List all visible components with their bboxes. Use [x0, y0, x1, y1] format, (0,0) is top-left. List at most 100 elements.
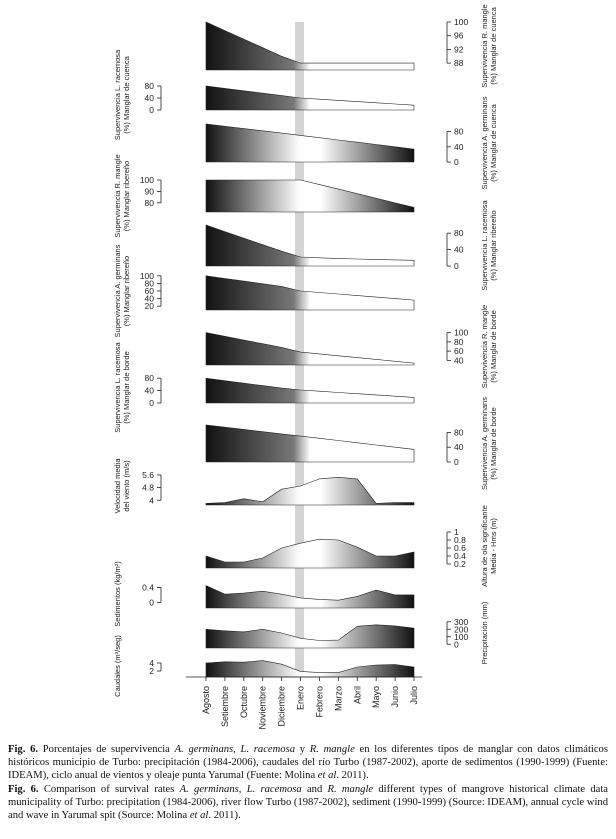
- panel-surv-a-germinans-cuenca: 80 40 0 Supervivencia A. germinans(%) Mangl…: [205, 96, 498, 189]
- y-tick-label-flow-0: 4: [149, 658, 154, 668]
- caption-es-species-2: L. racemosa: [240, 744, 296, 755]
- caption-spanish: Fig. 6. Porcentajes de supervivencia A. …: [8, 743, 608, 783]
- x-tick-label-8: Abril: [352, 686, 362, 704]
- y-tick-label-wave-1: 0.8: [454, 535, 466, 545]
- caption-en-prefix: Fig. 6.: [8, 783, 39, 795]
- panel-surv-l-racemosa-borde: 80 40 0 Supervivencia L. racemosa(%) Mangla…: [113, 341, 415, 433]
- y-tick-label-wave-4: 0.2: [454, 559, 466, 569]
- y-tick-label-sediments-1: 0: [149, 597, 154, 607]
- y-axis-title-line-surv-l-racemosa-ribereno-1: (%) Manglar ribereño: [489, 210, 498, 280]
- y-tick-label-surv-a-germinans-borde-2: 0: [454, 457, 459, 467]
- y-tick-label-wind-0: 5.6: [142, 470, 154, 480]
- caption-english: Fig. 6. Comparison of survival rates A. …: [8, 783, 608, 823]
- y-axis-title-line-precipitation-0: Precipitación (mm): [480, 601, 489, 664]
- y-axis-title-line-surv-l-racemosa-borde-1: (%) Manglar de borde: [122, 351, 131, 424]
- y-axis-title-sediments: Sedimentos (kg/m²): [113, 561, 122, 627]
- y-tick-label-surv-a-germinans-ribereno-2: 60: [145, 286, 155, 296]
- caption-es-text-2: en los diferentes tipos de manglar con d…: [8, 744, 608, 782]
- y-tick-label-surv-r-mangle-ribereno-1: 90: [145, 186, 155, 196]
- y-axis-title-surv-a-germinans-ribereno: Supervivencia A. germinans(%) Manglar ri…: [113, 244, 131, 337]
- area-wave-0: [205, 538, 415, 569]
- caption-es-species-1: A. germinans: [174, 744, 234, 755]
- caption-es-etal: et al: [317, 770, 337, 782]
- y-axis-title-surv-r-mangle-cuenca: Supervivencia R. mangle(%) Manglar de cu…: [480, 4, 498, 87]
- y-axis-title-line-surv-l-racemosa-cuenca-0: Supervivencia L. racemosa: [113, 49, 122, 140]
- area-surv-a-germinans-ribereno-0: [205, 275, 415, 311]
- area-sediments-0: [205, 585, 415, 609]
- y-tick-label-surv-r-mangle-cuenca-1: 96: [454, 31, 464, 41]
- y-tick-label-surv-l-racemosa-ribereno-0: 80: [454, 228, 464, 238]
- y-axis-title-line-surv-l-racemosa-borde-0: Supervivencia L. racemosa: [113, 341, 122, 432]
- y-tick-label-surv-l-racemosa-cuenca-0: 80: [145, 81, 155, 91]
- y-axis-title-surv-r-mangle-ribereno: Supervivencia R. mangle(%) Manglar riber…: [113, 154, 131, 237]
- y-axis-title-surv-l-racemosa-cuenca: Supervivencia L. racemosa(%) Manglar de …: [113, 49, 131, 140]
- y-axis-title-line-wave-1: Media - Hms (m): [489, 518, 498, 574]
- caption-en-text-1: Comparison of survival rates: [38, 783, 180, 795]
- y-tick-label-surv-r-mangle-cuenca-0: 100: [454, 17, 468, 27]
- y-tick-label-surv-a-germinans-cuenca-1: 40: [454, 142, 464, 152]
- x-axis: Agosto Setiembre Octubre Noviembre Diciembre…: [186, 676, 422, 730]
- y-tick-label-wind-1: 4.8: [142, 483, 154, 493]
- caption-es-sep-1: ,: [233, 744, 241, 755]
- y-tick-label-surv-r-mangle-cuenca-3: 88: [454, 58, 464, 68]
- y-tick-label-surv-l-racemosa-cuenca-1: 40: [145, 93, 155, 103]
- y-axis-title-wave: Altura de ola significanteMedia - Hms (m…: [480, 505, 498, 587]
- y-tick-label-surv-a-germinans-ribereno-0: 100: [140, 271, 154, 281]
- y-axis-title-line-surv-r-mangle-cuenca-1: (%) Manglar de cuenca: [489, 6, 498, 84]
- y-tick-label-surv-r-mangle-ribereno-2: 80: [145, 198, 155, 208]
- y-axis-title-line-wind-1: del viento (m/s): [122, 460, 131, 512]
- y-tick-label-surv-r-mangle-ribereno-0: 100: [140, 175, 154, 185]
- area-surv-a-germinans-borde-0: [205, 424, 415, 463]
- panel-surv-l-racemosa-ribereno: 80 40 0 Supervivencia L. racemosa(%) Mangla…: [205, 199, 498, 291]
- area-surv-l-racemosa-borde-0: [205, 377, 415, 404]
- area-surv-r-mangle-cuenca-0: [205, 21, 415, 71]
- x-tick-label-5: Enero: [296, 686, 306, 710]
- panel-flow: 42 Caudales (m³/seg): [113, 635, 415, 697]
- y-axis-title-wind: Velocidad mediadel viento (m/s): [113, 458, 131, 514]
- x-tick-label-0: Agosto: [201, 686, 211, 714]
- y-tick-label-precipitation-0: 300: [454, 617, 468, 627]
- y-tick-label-surv-l-racemosa-ribereno-2: 0: [454, 261, 459, 271]
- area-surv-l-racemosa-cuenca-0: [205, 85, 415, 111]
- caption-en-species-3: R. mangle: [327, 783, 374, 795]
- y-axis-title-line-surv-a-germinans-borde-0: Supervivencia A. germinans: [480, 397, 489, 490]
- y-axis-title-surv-r-mangle-borde: Supervivencia R. mangle(%) Manglar de bo…: [480, 305, 498, 388]
- y-axis-title-line-surv-r-mangle-cuenca-0: Supervivencia R. mangle: [480, 4, 489, 87]
- caption-en-species-1: A. germinans: [179, 783, 239, 795]
- caption-en-text-2: different types of mangrove historical c…: [8, 783, 609, 822]
- y-tick-label-surv-a-germinans-ribereno-1: 80: [145, 278, 155, 288]
- y-axis-title-surv-a-germinans-borde: Supervivencia A. germinans(%) Manglar de…: [480, 397, 498, 490]
- y-axis-title-line-flow-0: Caudales (m³/seg): [113, 635, 122, 697]
- y-axis-title-line-surv-r-mangle-ribereno-1: (%) Manglar ribereño: [122, 161, 131, 231]
- y-axis-title-flow: Caudales (m³/seg): [113, 635, 122, 697]
- y-tick-label-surv-l-racemosa-borde-1: 40: [145, 386, 155, 396]
- y-tick-label-precipitation-1: 200: [454, 624, 468, 634]
- area-surv-r-mangle-ribereno-0: [205, 179, 415, 213]
- area-surv-l-racemosa-ribereno-0: [205, 224, 415, 267]
- x-tick-label-4: Diciembre: [277, 686, 287, 727]
- caption-en-etal: et al: [189, 810, 209, 822]
- y-tick-label-surv-r-mangle-borde-3: 40: [454, 355, 464, 365]
- x-tick-label-2: Octubre: [239, 686, 249, 718]
- x-tick-label-6: Febrero: [314, 686, 324, 718]
- panel-sediments: 0.4 0 Sedimentos (kg/m²): [113, 561, 415, 627]
- y-axis-title-line-wind-0: Velocidad media: [113, 458, 122, 514]
- y-tick-label-surv-r-mangle-cuenca-2: 92: [454, 44, 464, 54]
- caption-en-text-3: . 2011).: [208, 810, 241, 822]
- y-tick-label-wave-2: 0.6: [454, 543, 466, 553]
- caption-es-sep-2: y: [295, 744, 310, 755]
- y-tick-label-surv-a-germinans-cuenca-0: 80: [454, 127, 464, 137]
- y-axis-title-line-surv-a-germinans-borde-1: (%) Manglar de borde: [489, 407, 498, 480]
- y-axis-title-line-surv-r-mangle-borde-0: Supervivencia R. mangle: [480, 305, 489, 388]
- caption-es-text-3: . 2011).: [336, 770, 369, 782]
- caption-en-sep-2: and: [301, 783, 328, 795]
- y-axis-title-line-surv-a-germinans-ribereno-1: (%) Manglar ribereño: [122, 256, 131, 326]
- y-axis-title-line-surv-a-germinans-cuenca-1: (%) Manglar de cuenca: [489, 103, 498, 181]
- x-tick-label-10: Junio: [390, 686, 400, 708]
- area-surv-r-mangle-borde-0: [205, 332, 415, 366]
- y-tick-label-precipitation-2: 100: [454, 632, 468, 642]
